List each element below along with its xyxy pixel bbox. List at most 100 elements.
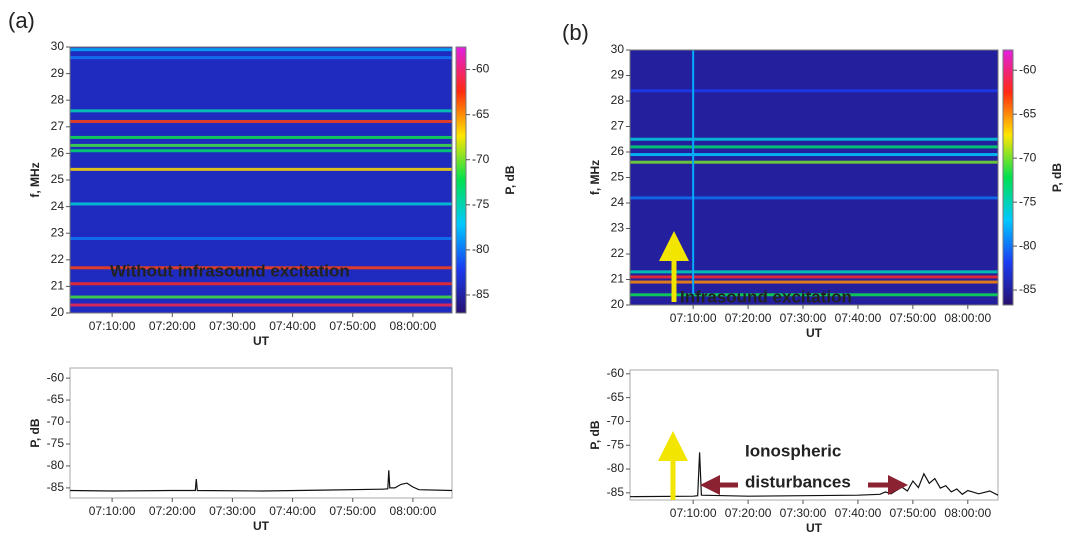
- spectral-band: [70, 149, 452, 153]
- x-tick-label: 07:20:00: [725, 311, 772, 325]
- colorbar-tick-label: -70: [1019, 150, 1037, 164]
- x-tick-label: 07:10:00: [89, 319, 136, 333]
- y-tick-label: -60: [47, 370, 65, 384]
- panel-label: (b): [562, 20, 589, 45]
- y-tick-label: 28: [611, 93, 625, 107]
- y-tick-label: -65: [47, 392, 65, 406]
- colorbar-tick-label: -75: [1019, 194, 1037, 208]
- spectral-band: [70, 266, 452, 270]
- spectral-band: [70, 303, 452, 307]
- x-tick-label: 07:50:00: [890, 311, 937, 325]
- spectral-band: [630, 196, 998, 200]
- plot-frame: [629, 369, 999, 501]
- y-axis-label: f, MHz: [28, 162, 42, 197]
- y-tick-label: -85: [607, 485, 625, 499]
- colorbar-tick-label: -75: [472, 197, 490, 211]
- y-tick-label: 20: [611, 297, 625, 311]
- colorbar-tick-label: -85: [1019, 282, 1037, 296]
- x-tick-label: 07:40:00: [269, 319, 316, 333]
- colorbar-tick-label: -60: [1019, 62, 1037, 76]
- y-tick-label: -80: [607, 461, 625, 475]
- panel-label: (a): [8, 8, 35, 33]
- y-tick-label: 26: [611, 144, 625, 158]
- x-tick-label: 07:40:00: [269, 504, 316, 518]
- x-tick-label: 08:00:00: [390, 504, 437, 518]
- y-tick-label: 27: [51, 119, 65, 133]
- spectral-band: [70, 237, 452, 241]
- annotation: Infrasound excitation: [680, 287, 852, 306]
- y-axis-label: f, MHz: [588, 160, 602, 195]
- x-tick-label: 07:10:00: [89, 504, 136, 518]
- spectral-band: [70, 295, 452, 299]
- vertical-line: [692, 50, 695, 297]
- y-tick-label: 24: [51, 199, 65, 213]
- spectral-band: [70, 119, 452, 123]
- x-tick-label: 07:30:00: [780, 506, 827, 520]
- x-tick-label: 07:20:00: [149, 504, 196, 518]
- y-tick-label: 25: [51, 172, 65, 186]
- colorbar-tick-label: -85: [472, 287, 490, 301]
- x-axis-label: UT: [253, 519, 270, 533]
- x-tick-label: 07:40:00: [835, 506, 882, 520]
- y-tick-label: 23: [611, 221, 625, 235]
- colorbar-tick-label: -65: [472, 107, 490, 121]
- y-tick-label: -75: [47, 436, 65, 450]
- x-tick-label: 08:00:00: [944, 506, 991, 520]
- x-tick-label: 07:20:00: [725, 506, 772, 520]
- colorbar-label: P, dB: [503, 165, 517, 194]
- y-tick-label: -65: [607, 390, 625, 404]
- annotation: Ionospheric: [745, 441, 841, 460]
- y-tick-label: 27: [611, 119, 625, 133]
- y-axis-label: P, dB: [28, 418, 42, 447]
- y-tick-label: -70: [607, 414, 625, 428]
- x-tick-label: 07:40:00: [835, 311, 882, 325]
- spectral-band: [630, 153, 998, 157]
- spectral-band: [630, 160, 998, 164]
- power-line: [69, 470, 453, 492]
- spectral-band: [70, 167, 452, 171]
- y-tick-label: 22: [611, 246, 625, 260]
- spectral-band: [630, 275, 998, 279]
- spectral-band: [70, 56, 452, 60]
- colorbar-tick-label: -60: [472, 62, 490, 76]
- spectral-band: [70, 143, 452, 147]
- x-tick-label: 07:30:00: [780, 311, 827, 325]
- x-tick-label: 07:30:00: [209, 319, 256, 333]
- spectral-band: [70, 109, 452, 113]
- spectral-band: [70, 282, 452, 286]
- y-tick-label: 26: [51, 146, 65, 160]
- colorbar-tick-label: -80: [1019, 238, 1037, 252]
- y-tick-label: 28: [51, 92, 65, 106]
- y-tick-label: 21: [51, 279, 65, 293]
- x-tick-label: 07:20:00: [149, 319, 196, 333]
- y-tick-label: 29: [611, 68, 625, 82]
- power-line: [629, 452, 999, 498]
- spectral-band: [630, 270, 998, 274]
- x-tick-label: 07:50:00: [890, 506, 937, 520]
- x-tick-label: 08:00:00: [390, 319, 437, 333]
- x-tick-label: 07:50:00: [329, 504, 376, 518]
- y-tick-label: 20: [51, 305, 65, 319]
- spectral-band: [630, 293, 998, 297]
- x-tick-label: 07:10:00: [670, 311, 717, 325]
- y-tick-label: -80: [47, 458, 65, 472]
- y-tick-label: 22: [51, 252, 65, 266]
- y-axis-label: P, dB: [588, 420, 602, 449]
- y-tick-label: 25: [611, 170, 625, 184]
- colorbar: [1002, 49, 1014, 306]
- y-tick-label: -85: [47, 480, 65, 494]
- x-axis-label: UT: [806, 521, 823, 535]
- y-tick-label: 21: [611, 272, 625, 286]
- x-tick-label: 07:30:00: [209, 504, 256, 518]
- spectral-band: [70, 202, 452, 206]
- x-axis-label: UT: [806, 326, 823, 340]
- x-tick-label: 07:50:00: [329, 319, 376, 333]
- y-tick-label: 24: [611, 195, 625, 209]
- spectral-band: [630, 145, 998, 149]
- y-tick-label: 23: [51, 225, 65, 239]
- colorbar: [455, 46, 467, 314]
- annotation: Without infrasound excitation: [110, 261, 350, 280]
- plot-frame: [69, 367, 453, 499]
- spectral-band: [630, 89, 998, 93]
